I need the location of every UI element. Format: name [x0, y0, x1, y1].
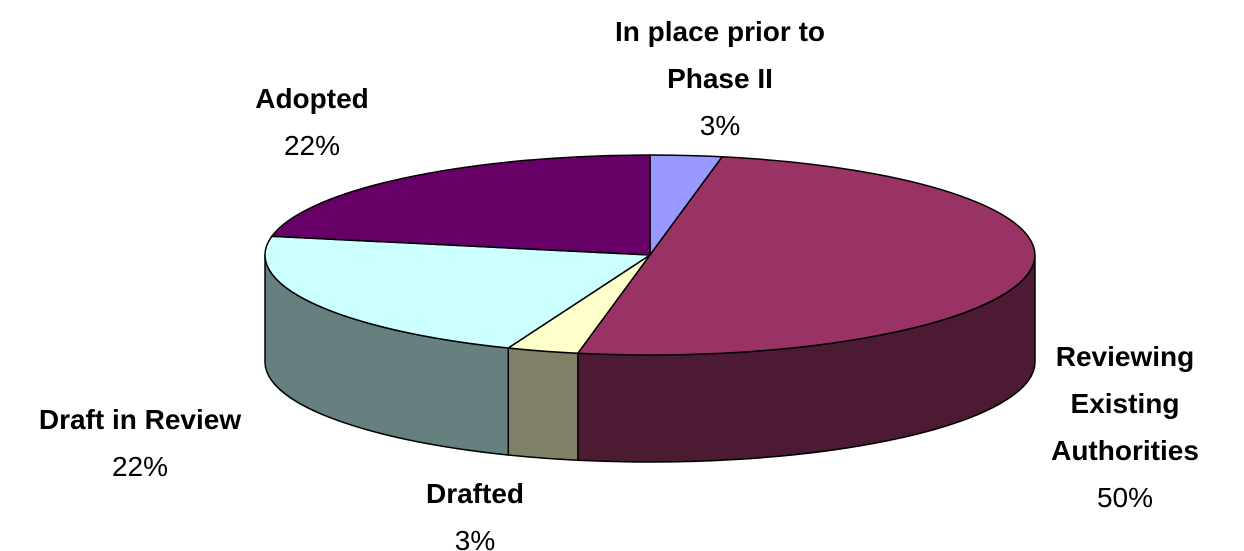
value-label: 3% [454, 525, 496, 551]
slice-label: Drafted 3% [375, 470, 575, 551]
slice-label: Draft in Review 22% [0, 396, 290, 490]
slice-label: Adopted 22% [202, 75, 422, 169]
category-label: Drafted [425, 478, 524, 509]
category-label: Draft in Review [38, 404, 242, 435]
value-label: 22% [111, 451, 169, 482]
slice [576, 156, 1036, 356]
slice [270, 154, 651, 256]
slice [264, 235, 653, 349]
value-label: 22% [283, 130, 341, 161]
category-label: In place prior to Phase II [614, 16, 826, 94]
value-label: 3% [699, 110, 741, 141]
slice-label: Reviewing Existing Authorities 50% [1005, 333, 1244, 521]
slice-side [507, 347, 579, 462]
value-label: 50% [1096, 482, 1154, 513]
slice-label: In place prior to Phase II 3% [570, 8, 870, 149]
category-label: Adopted [255, 83, 369, 114]
category-label: Reviewing Existing Authorities [1051, 341, 1199, 466]
